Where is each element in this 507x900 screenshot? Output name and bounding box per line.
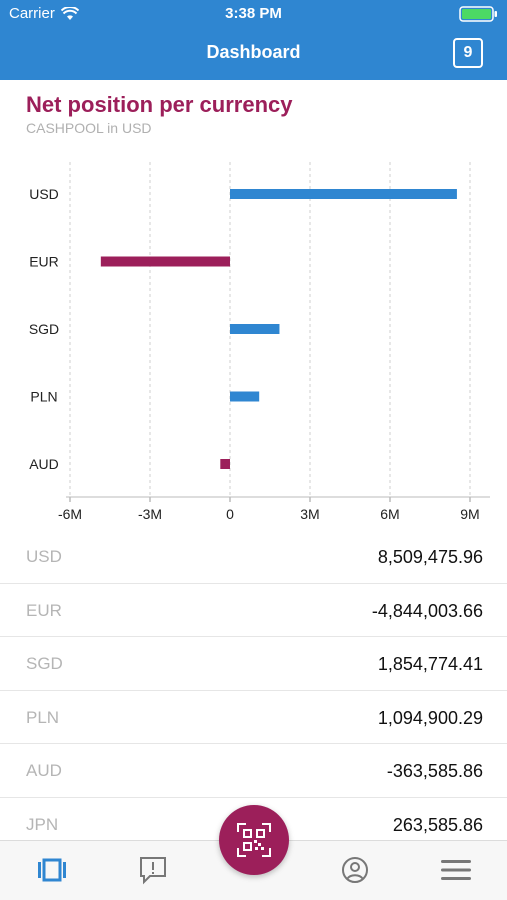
x-tick-label: 9M <box>460 506 479 522</box>
tab-menu[interactable] <box>439 855 473 885</box>
currency-code: EUR <box>26 600 62 620</box>
category-label: AUD <box>29 456 59 472</box>
chart-title: Net position per currency <box>26 92 293 117</box>
tab-alerts[interactable] <box>136 855 170 885</box>
list-item[interactable]: EUR -4,844,003.66 <box>0 584 507 638</box>
currency-code: PLN <box>26 707 60 727</box>
x-tick-label: -6M <box>58 506 82 522</box>
carrier-label: Carrier <box>9 5 55 22</box>
currency-value: -363,585.86 <box>386 761 483 782</box>
page-title: Dashboard <box>206 42 301 62</box>
carrier-indicator: Carrier <box>9 5 79 22</box>
bar-eur <box>100 256 230 267</box>
x-tick-label: 0 <box>226 506 234 522</box>
currency-value: 1,854,774.41 <box>377 654 483 675</box>
currency-code: AUD <box>26 761 62 781</box>
x-tick-label: 3M <box>300 506 319 522</box>
wifi-icon <box>60 6 79 20</box>
category-label: USD <box>29 186 59 202</box>
scan-qr-button[interactable] <box>219 805 289 875</box>
bar-aud <box>220 459 230 469</box>
tab-dashboard[interactable] <box>35 855 69 885</box>
bar-sgd <box>230 324 280 334</box>
position-list: USD 8,509,475.96 EUR -4,844,003.66 SGD 1,854,… <box>0 530 507 852</box>
list-item[interactable]: USD 8,509,475.96 <box>0 530 507 584</box>
currency-code: SGD <box>26 654 63 674</box>
currency-value: 8,509,475.96 <box>377 547 483 567</box>
bar-usd <box>230 189 457 199</box>
currency-code: JPN <box>26 814 59 834</box>
currency-code: USD <box>26 547 62 566</box>
battery-icon <box>459 6 497 22</box>
navigation-bar: Dashboard 9 <box>0 28 507 80</box>
list-item[interactable]: PLN 1,094,900.29 <box>0 691 507 745</box>
tab-profile[interactable] <box>338 855 372 885</box>
status-bar: Carrier 3:38 PM <box>0 0 507 28</box>
alert-message-icon <box>140 857 166 885</box>
category-label: SGD <box>29 321 59 337</box>
currency-value: 1,094,900.29 <box>377 707 483 728</box>
dashboard-icon <box>38 858 66 882</box>
category-label: EUR <box>29 254 59 270</box>
chart-subtitle: CASHPOOL in USD <box>26 120 152 136</box>
x-tick-label: 6M <box>380 506 399 522</box>
status-time: 3:38 PM <box>225 5 282 22</box>
currency-value: 263,585.86 <box>392 814 483 835</box>
bar-pln <box>230 391 260 402</box>
menu-icon <box>441 860 471 880</box>
net-position-chart: -6M -3M 0 3M 6M 9M USD EUR SGD PLN AUD <box>29 162 490 522</box>
profile-icon <box>342 857 368 883</box>
notification-count-button[interactable]: 9 <box>453 38 483 68</box>
x-tick-label: -3M <box>138 506 162 522</box>
list-item[interactable]: SGD 1,854,774.41 <box>0 637 507 691</box>
list-item[interactable]: AUD -363,585.86 <box>0 744 507 798</box>
qr-code-icon <box>237 823 271 857</box>
category-label: PLN <box>30 389 57 405</box>
currency-value: -4,844,003.66 <box>371 600 483 621</box>
